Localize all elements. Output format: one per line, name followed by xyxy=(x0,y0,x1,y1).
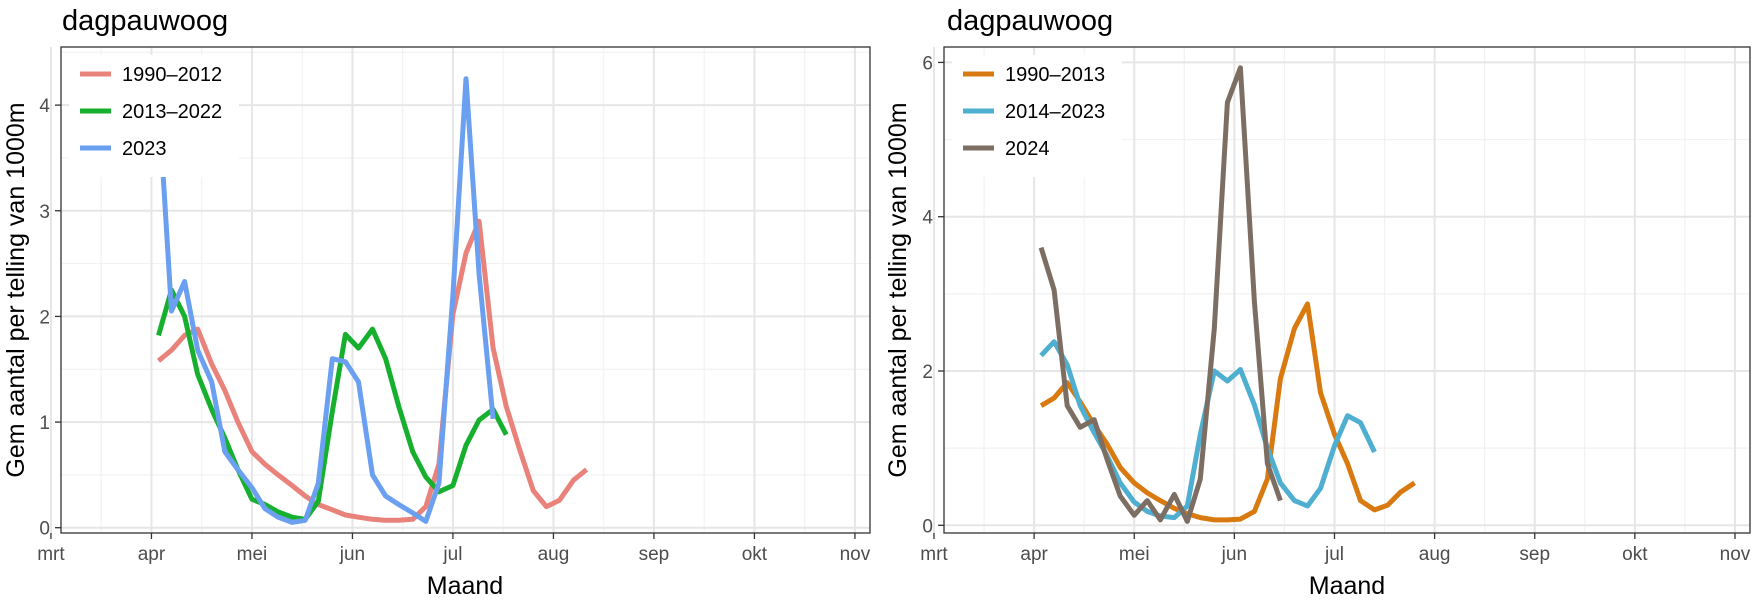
x-tick-label: sep xyxy=(1519,544,1550,565)
left-panel-border xyxy=(60,46,871,534)
x-tick-label: okt xyxy=(1622,544,1648,565)
y-tick-label: 2 xyxy=(922,362,933,383)
series-line xyxy=(156,76,496,525)
legend-label: 1990–2013 xyxy=(1005,64,1105,86)
right-y-axis: 0 2 4 6 xyxy=(922,53,944,537)
series-line xyxy=(156,287,509,522)
x-tick-label: aug xyxy=(538,544,570,565)
legend-label: 2024 xyxy=(1005,138,1050,160)
x-tick-label: mei xyxy=(1119,544,1150,565)
x-tick-label: apr xyxy=(1020,544,1048,565)
x-tick-label: jul xyxy=(442,544,462,565)
right-y-axis-title: Gem aantal per telling van 1000m xyxy=(884,102,912,477)
legend-label: 2013–2022 xyxy=(122,101,222,123)
right-panel: dagpauwoog 0 2 4 6 mrt apr mei jun jul aug sep okt… xyxy=(884,5,1751,600)
right-x-axis-title: Maand xyxy=(1309,572,1385,600)
right-legend: 1990–2013 2014–2023 2024 xyxy=(952,55,1122,177)
x-tick-label: jun xyxy=(1221,544,1247,565)
y-tick-label: 0 xyxy=(922,516,933,537)
x-tick-label: nov xyxy=(1720,544,1751,565)
left-legend: 1990–2012 2013–2022 2023 xyxy=(69,55,239,177)
right-panel-border xyxy=(943,46,1751,534)
right-minor-gridlines xyxy=(944,47,1750,533)
y-tick-label: 6 xyxy=(922,53,933,74)
x-tick-label: jun xyxy=(339,544,365,565)
right-x-axis: mrt apr mei jun jul aug sep okt nov xyxy=(920,533,1751,565)
y-tick-label: 4 xyxy=(39,96,50,117)
series-line xyxy=(1039,301,1416,523)
left-panel: dagpauwoog 0 1 2 3 4 mrt apr mei jun jul aug sep ok… xyxy=(2,5,871,600)
left-x-axis: mrt apr mei jun jul aug sep okt nov xyxy=(37,533,871,565)
series-line xyxy=(1038,65,1283,524)
right-series-lines xyxy=(1038,65,1416,524)
left-x-axis-title: Maand xyxy=(427,572,503,600)
series-line xyxy=(156,218,589,523)
x-tick-label: jul xyxy=(1324,544,1344,565)
y-tick-label: 2 xyxy=(39,307,50,328)
x-tick-label: mrt xyxy=(920,544,948,565)
left-y-axis-title: Gem aantal per telling van 1000m xyxy=(2,102,30,477)
y-tick-label: 3 xyxy=(39,202,50,223)
y-tick-label: 0 xyxy=(39,519,50,540)
y-tick-label: 4 xyxy=(922,208,933,229)
left-series-lines xyxy=(156,76,589,525)
x-tick-label: mrt xyxy=(37,544,65,565)
x-tick-label: okt xyxy=(742,544,768,565)
x-tick-label: aug xyxy=(1419,544,1451,565)
x-tick-label: nov xyxy=(840,544,871,565)
y-tick-label: 1 xyxy=(39,413,50,434)
left-y-axis: 0 1 2 3 4 xyxy=(39,96,61,540)
right-chart-title: dagpauwoog xyxy=(947,5,1113,37)
legend-label: 2023 xyxy=(122,138,167,160)
legend-label: 2014–2023 xyxy=(1005,101,1105,123)
legend-label: 1990–2012 xyxy=(122,64,222,86)
x-tick-label: sep xyxy=(639,544,670,565)
x-tick-label: apr xyxy=(138,544,166,565)
left-chart-title: dagpauwoog xyxy=(62,5,228,37)
x-tick-label: mei xyxy=(237,544,268,565)
